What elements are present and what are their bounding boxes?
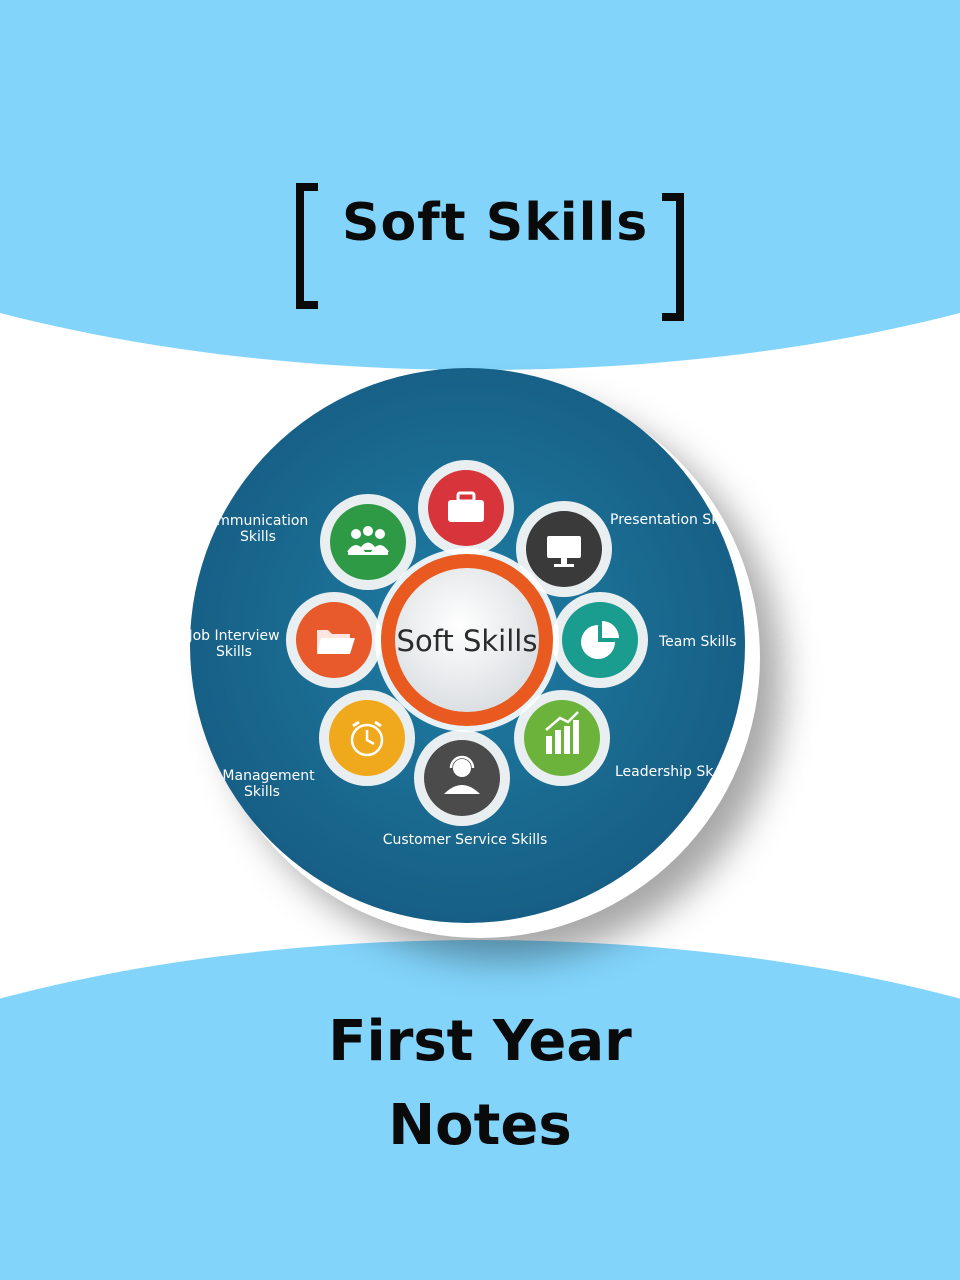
pie-chart-icon [581, 621, 619, 659]
node-bar [514, 690, 610, 786]
node-gray-disc [424, 740, 500, 816]
left-bracket [296, 183, 318, 309]
label-communication-2: Skills [240, 529, 276, 545]
footer-line-2: Notes [388, 1093, 572, 1158]
right-bracket [662, 193, 684, 321]
node-folder [286, 592, 382, 688]
node-group [320, 494, 416, 590]
central-hub: Soft Skills [375, 548, 559, 732]
node-clock [319, 690, 415, 786]
page-title: Soft Skills [342, 193, 649, 253]
label-job-interview-2: Skills [216, 644, 252, 660]
hub-label: Soft Skills [397, 624, 538, 658]
alarm-clock-icon [350, 720, 384, 757]
label-leadership: Leadership Sk [615, 764, 714, 780]
monitor-icon [547, 536, 581, 567]
node-headset [414, 730, 510, 826]
footer-line-1: First Year [328, 1009, 632, 1074]
label-team: Team Skills [658, 634, 736, 650]
footer-title: First Year Notes [0, 1000, 960, 1168]
label-presentation: Presentation Sk [610, 512, 720, 528]
node-briefcase [418, 460, 514, 556]
folder-icon [317, 630, 355, 654]
node-monitor [516, 501, 612, 597]
node-green-disc [524, 700, 600, 776]
label-communication-1: ommunication [208, 513, 309, 529]
node-darkgreen-disc [330, 504, 406, 580]
label-job-interview-1: Job Interview [190, 628, 280, 644]
soft-skills-diagram: Soft Skills ommunication Skills Presenta… [190, 368, 745, 923]
top-band [0, 0, 960, 370]
label-time-management-1: e Management [209, 768, 315, 784]
bar-chart-icon [545, 711, 579, 754]
title-block: Soft Skills [290, 175, 690, 321]
label-time-management-2: Skills [244, 784, 280, 800]
bottom-band [0, 940, 960, 1280]
label-customer-service: Customer Service Skills [383, 832, 548, 848]
people-group-icon [347, 526, 389, 555]
headset-person-icon [444, 755, 480, 794]
briefcase-icon [448, 491, 484, 522]
node-pie [552, 592, 648, 688]
